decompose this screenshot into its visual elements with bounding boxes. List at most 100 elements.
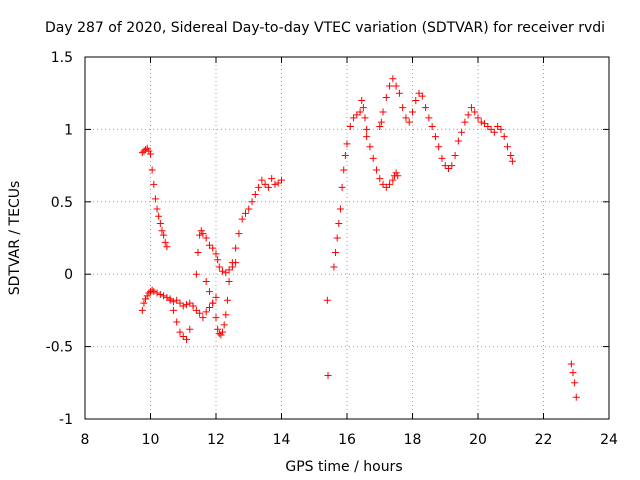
data-point: [323, 296, 331, 304]
data-point: [215, 263, 223, 271]
data-point: [202, 277, 210, 285]
data-point: [332, 248, 340, 256]
data-point: [142, 146, 150, 154]
data-point: [223, 296, 231, 304]
data-point: [428, 123, 436, 131]
x-tick-label: 14: [273, 432, 291, 448]
data-series: [376, 75, 410, 131]
data-point: [238, 215, 246, 223]
data-point: [212, 293, 220, 301]
y-tick-label: -1: [59, 412, 73, 428]
data-point: [219, 328, 227, 336]
x-tick-label: 12: [207, 432, 225, 448]
data-point: [497, 125, 505, 133]
data-point: [169, 306, 177, 314]
data-point: [228, 259, 236, 267]
data-point: [422, 104, 430, 112]
data-point: [438, 154, 446, 162]
data-point: [507, 151, 515, 159]
data-series: [323, 96, 371, 380]
data-point: [140, 299, 148, 307]
data-point: [222, 269, 230, 277]
data-point: [508, 157, 516, 165]
data-point: [215, 330, 223, 338]
data-point: [212, 314, 220, 322]
data-point: [214, 256, 222, 264]
data-point: [395, 89, 403, 97]
plot-frame: [84, 56, 610, 420]
data-point: [341, 151, 349, 159]
x-tick-label: 18: [404, 432, 422, 448]
data-point: [431, 133, 439, 141]
data-point: [445, 164, 453, 172]
data-point: [399, 104, 407, 112]
data-point: [386, 82, 394, 90]
data-point: [412, 96, 420, 104]
data-point: [163, 243, 171, 251]
data-point: [359, 104, 367, 112]
x-tick-label: 16: [338, 432, 356, 448]
data-point: [150, 288, 158, 296]
data-point: [405, 118, 413, 126]
data-series: [166, 227, 240, 343]
data-point: [569, 369, 577, 377]
data-point: [145, 289, 153, 297]
data-point: [245, 205, 253, 213]
data-point: [205, 241, 213, 249]
data-point: [461, 118, 469, 126]
x-tick-label: 24: [600, 432, 618, 448]
data-point: [197, 227, 205, 235]
data-point: [346, 123, 354, 131]
y-tick-label: 1: [64, 122, 73, 138]
data-point: [173, 296, 181, 304]
data-point: [389, 176, 397, 184]
data-point: [389, 75, 397, 83]
data-series: [363, 133, 402, 191]
data-point: [335, 220, 343, 228]
grid-lines: [85, 57, 609, 419]
data-point: [471, 108, 479, 116]
data-point: [382, 94, 390, 102]
data-point: [372, 166, 380, 174]
data-point: [382, 183, 390, 191]
data-point: [435, 143, 443, 151]
data-point: [194, 248, 202, 256]
data-point: [567, 360, 575, 368]
data-point: [379, 108, 387, 116]
data-point: [176, 299, 184, 307]
data-point: [202, 308, 210, 316]
data-point: [377, 118, 385, 126]
data-point: [258, 176, 266, 184]
x-tick-label: 10: [142, 432, 160, 448]
data-point: [153, 289, 161, 297]
chart-title: Day 287 of 2020, Sidereal Day-to-day VTE…: [45, 20, 605, 36]
data-point: [333, 234, 341, 242]
x-tick-label: 8: [81, 432, 90, 448]
data-point: [163, 293, 171, 301]
data-point: [451, 151, 459, 159]
data-point: [192, 306, 200, 314]
data-point: [202, 234, 210, 242]
x-axis-tick-labels: 8 10 12 14 16 18 20 22 24: [81, 432, 618, 448]
data-point: [484, 123, 492, 131]
data-point: [199, 230, 207, 238]
data-point: [156, 220, 164, 228]
data-point: [147, 150, 154, 158]
data-point: [225, 277, 233, 285]
data-point: [425, 114, 433, 122]
x-tick-label: 22: [535, 432, 553, 448]
data-point: [199, 314, 207, 322]
y-tick-label: 0.5: [51, 195, 73, 211]
data-point: [143, 144, 151, 152]
data-point: [278, 176, 285, 184]
data-point: [212, 250, 220, 258]
data-point: [477, 118, 485, 126]
data-point: [409, 108, 416, 116]
data-point: [255, 183, 263, 191]
data-point: [363, 125, 371, 133]
data-point: [490, 128, 498, 136]
data-point: [392, 169, 400, 177]
y-axis-tick-labels: -1 -0.5 0 0.5 1 1.5: [46, 50, 73, 428]
data-point: [251, 191, 259, 199]
